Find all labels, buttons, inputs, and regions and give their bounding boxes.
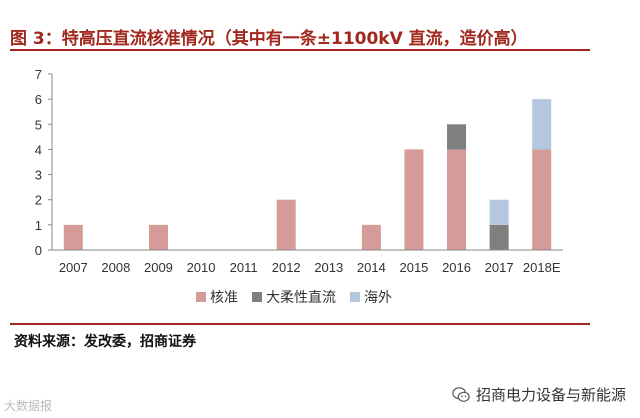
bar-segment <box>361 224 381 250</box>
bar-segment <box>63 224 83 250</box>
x-tick-label: 2013 <box>314 260 343 275</box>
legend-item-core: 核准 <box>196 287 238 307</box>
y-tick-label: 2 <box>35 193 42 208</box>
wechat-icon <box>452 386 470 402</box>
chart-title: 图 3：特高压直流核准情况（其中有一条±1100kV 直流，造价高） <box>10 29 528 49</box>
x-tick-label: 2007 <box>59 260 88 275</box>
bar-segment <box>447 149 467 250</box>
y-axis: 0 1 2 3 4 5 6 7 <box>35 67 53 258</box>
source-divider <box>10 323 590 325</box>
bar-segment <box>447 124 467 150</box>
y-tick-label: 6 <box>35 92 42 107</box>
bar-segment <box>404 149 424 250</box>
x-tick-label: 2016 <box>442 260 471 275</box>
watermark-text: 招商电力设备与新能源 <box>475 386 626 404</box>
x-tick-label: 2008 <box>101 260 130 275</box>
x-tick-label: 2018E <box>523 260 561 275</box>
bar-segment <box>276 199 296 250</box>
x-tick-label: 2015 <box>399 260 428 275</box>
x-axis: 2007 2008 2009 2010 2011 2012 2013 2014 2015 2016… <box>52 249 563 275</box>
x-tick-label: 2012 <box>272 260 301 275</box>
legend-swatch-flexible <box>252 292 262 302</box>
source-note: 资料来源：发改委，招商证券 <box>14 334 196 350</box>
y-tick-label: 0 <box>35 243 42 258</box>
bar-chart: 0 1 2 3 4 5 6 7 2007 2008 2009 2010 2011 2012 2013 201… <box>35 67 563 275</box>
x-tick-label: 2017 <box>485 260 514 275</box>
x-tick-label: 2011 <box>230 260 258 275</box>
legend-item-flexible: 大柔性直流 <box>252 287 336 307</box>
bar-segment <box>532 149 552 250</box>
legend-label-core: 核准 <box>210 290 238 306</box>
bar-segment <box>489 199 509 225</box>
y-tick-label: 1 <box>35 218 42 233</box>
watermark: 招商电力设备与新能源 <box>452 384 626 405</box>
legend: 核准 大柔性直流 海外 <box>196 287 392 307</box>
bars <box>63 99 552 250</box>
x-tick-label: 2014 <box>357 260 386 275</box>
legend-label-overseas: 海外 <box>364 290 392 306</box>
title-underline <box>10 49 590 51</box>
x-tick-label: 2010 <box>187 260 216 275</box>
stamp-logo: 大数据报 <box>4 399 53 413</box>
bar-segment <box>532 99 552 150</box>
x-tick-label: 2009 <box>144 260 173 275</box>
y-tick-label: 7 <box>35 67 42 82</box>
y-tick-label: 3 <box>35 168 42 183</box>
bar-segment <box>489 224 509 250</box>
legend-swatch-overseas <box>350 292 360 302</box>
legend-item-overseas: 海外 <box>350 287 392 307</box>
y-tick-label: 5 <box>35 117 42 132</box>
y-tick-label: 4 <box>35 142 42 157</box>
bar-segment <box>148 224 168 250</box>
legend-swatch-core <box>196 292 206 302</box>
legend-label-flexible: 大柔性直流 <box>266 290 336 306</box>
